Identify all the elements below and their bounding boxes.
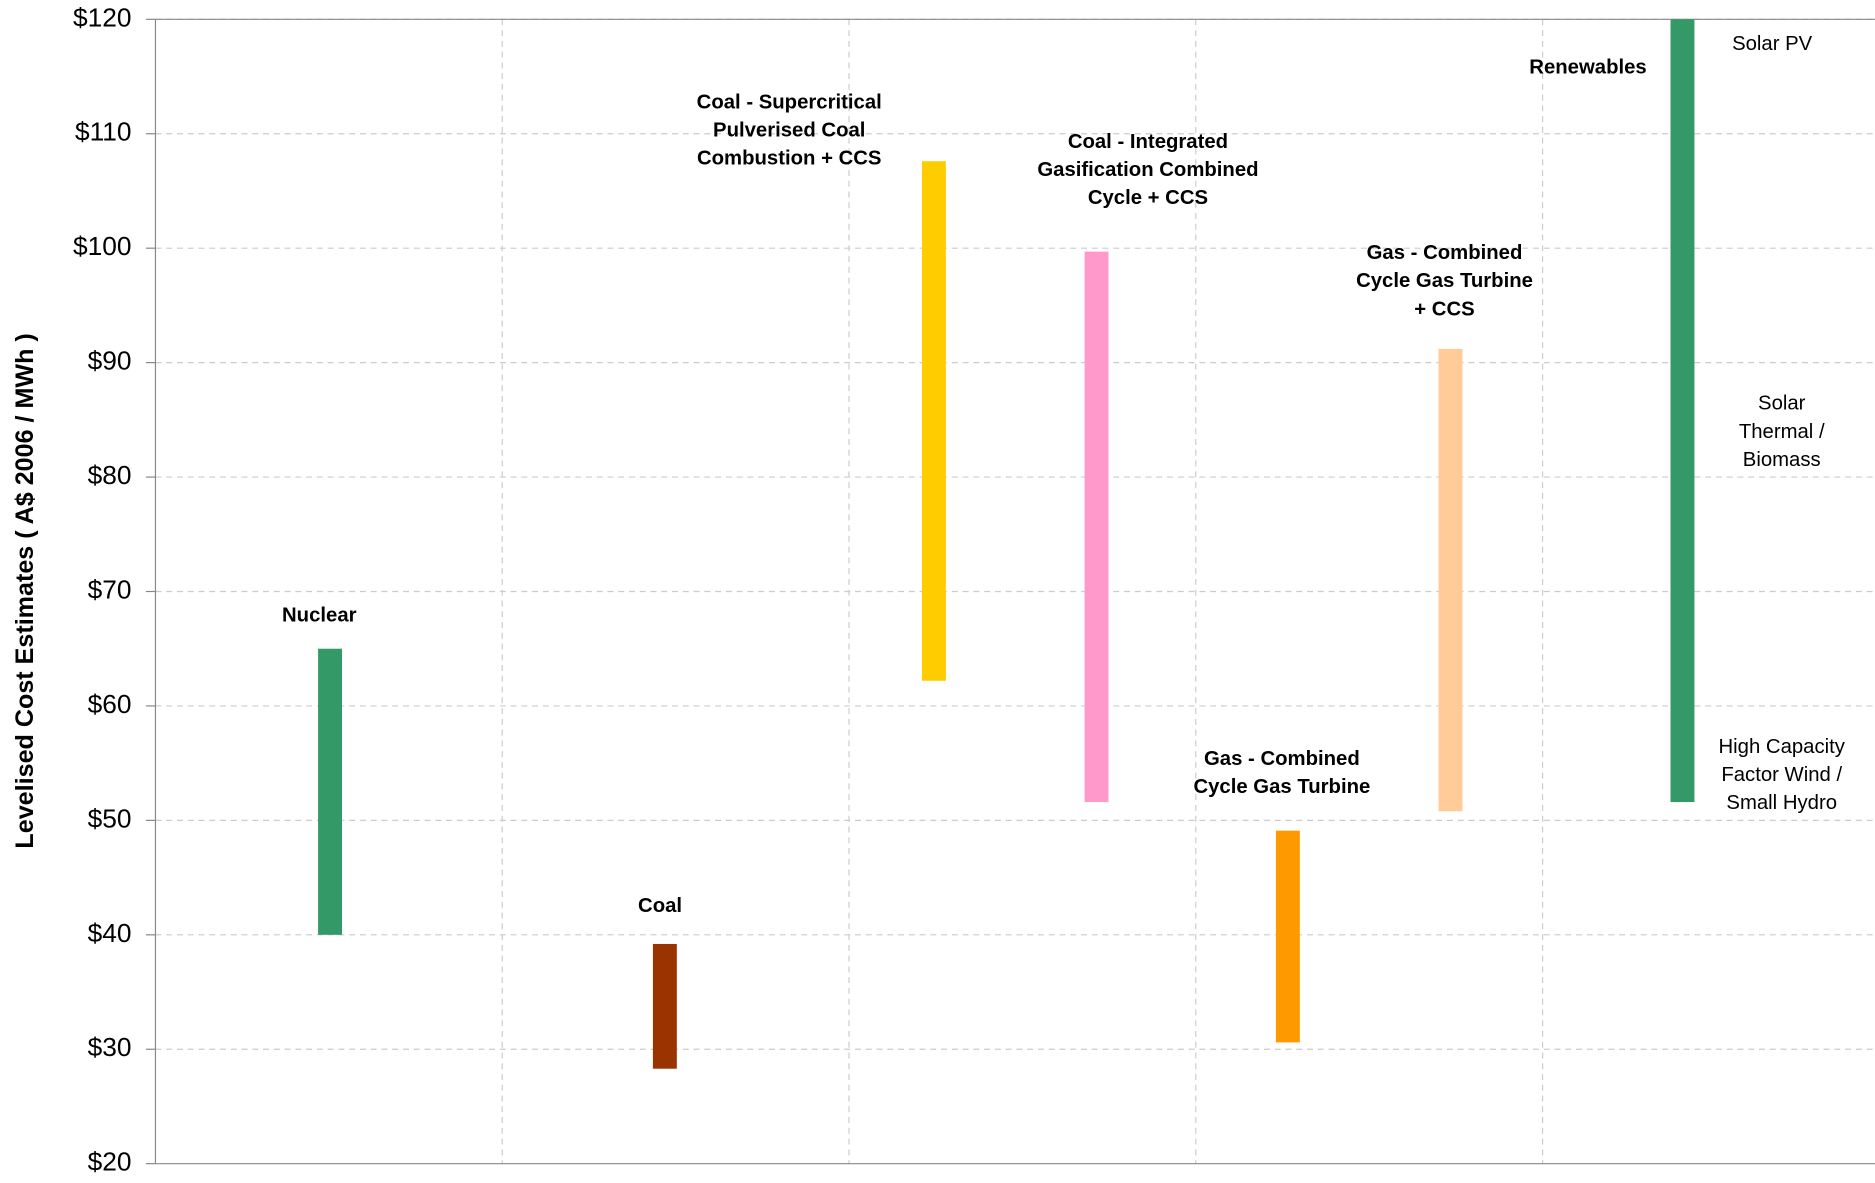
- category-label: Cycle Gas Turbine: [1356, 270, 1533, 292]
- bar: [1275, 830, 1300, 1043]
- y-tick-label: $100: [73, 231, 132, 261]
- y-tick-label: $70: [88, 574, 132, 604]
- annotation: Factor Wind /: [1721, 764, 1842, 786]
- y-tick-label: $40: [88, 918, 132, 948]
- annotation: Solar: [1758, 393, 1806, 415]
- annotation: Thermal /: [1739, 421, 1825, 443]
- annotation: Solar PV: [1732, 33, 1813, 55]
- y-tick-label: $50: [88, 803, 132, 833]
- annotation: Biomass: [1743, 449, 1821, 471]
- category-label: Coal - Supercritical: [697, 91, 882, 113]
- y-axis-label: Levelised Cost Estimates ( A$ 2006 / MWh…: [11, 333, 39, 848]
- category-label: Cycle Gas Turbine: [1193, 776, 1370, 798]
- category-label: Nuclear: [282, 604, 357, 626]
- category-label: Coal - Integrated: [1068, 131, 1228, 153]
- y-tick-label: $110: [75, 117, 132, 147]
- category-label: Gasification Combined: [1037, 159, 1258, 181]
- category-label: Combustion + CCS: [697, 148, 882, 170]
- annotation: High Capacity: [1719, 736, 1846, 758]
- bar: [1438, 348, 1463, 812]
- bar: [1670, 19, 1695, 803]
- y-tick-label: $120: [73, 2, 132, 32]
- y-tick-label: $20: [88, 1147, 132, 1177]
- category-label: Gas - Combined: [1204, 748, 1360, 770]
- bar: [1084, 251, 1109, 803]
- category-label: Coal: [638, 895, 682, 917]
- bar: [652, 943, 677, 1069]
- bar: [318, 648, 342, 935]
- category-label: Pulverised Coal: [713, 119, 865, 141]
- y-tick-label: $90: [88, 346, 132, 376]
- y-tick-label: $80: [88, 460, 132, 490]
- category-label: Renewables: [1529, 57, 1646, 79]
- y-tick-label: $60: [88, 689, 132, 719]
- category-label: + CCS: [1414, 298, 1474, 320]
- bar: [921, 161, 946, 681]
- annotation: Small Hydro: [1726, 792, 1837, 814]
- category-label: Cycle + CCS: [1088, 187, 1208, 209]
- y-tick-label: $30: [88, 1032, 132, 1062]
- category-label: Gas - Combined: [1367, 242, 1523, 264]
